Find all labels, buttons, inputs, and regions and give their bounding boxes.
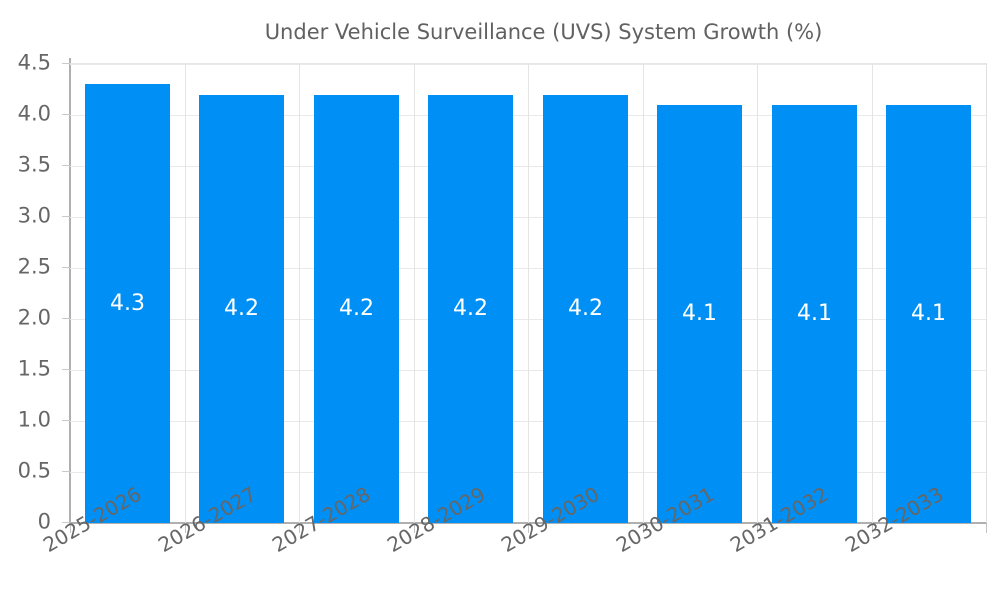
y-axis-tick-mark: [62, 114, 70, 115]
y-axis-tick-label: 1.5: [17, 356, 51, 381]
y-axis-tick-mark: [62, 522, 70, 523]
bar-value-label: 4.2: [453, 296, 488, 321]
bar-2030-2031[interactable]: 4.1: [657, 105, 742, 523]
legend-color-swatch: [178, 20, 248, 44]
bar-2025-2026[interactable]: 4.3: [85, 84, 170, 523]
y-axis-tick-label: 3.5: [17, 152, 51, 177]
x-axis-tick-mark: [70, 524, 71, 533]
x-axis-tick-mark: [414, 524, 415, 533]
bar-value-label: 4.2: [224, 296, 259, 321]
bar-value-label: 4.1: [911, 301, 946, 326]
vertical-gridline: [528, 64, 529, 523]
x-axis-tick-mark: [299, 524, 300, 533]
bar-2028-2029[interactable]: 4.2: [428, 95, 513, 523]
bar-2026-2027[interactable]: 4.2: [199, 95, 284, 523]
x-axis-tick-mark: [986, 524, 987, 533]
y-axis-tick-label: 1.0: [17, 407, 51, 432]
bar-2027-2028[interactable]: 4.2: [314, 95, 399, 523]
plot-area: 4.3 4.2 4.2 4.2 4.2 4.1 4.1 4.1: [70, 63, 987, 523]
vertical-gridline: [414, 64, 415, 523]
legend-item-label: Under Vehicle Surveillance (UVS) System …: [264, 19, 823, 44]
chart-legend: Under Vehicle Surveillance (UVS) System …: [0, 14, 1000, 50]
y-axis-tick-mark: [62, 318, 70, 319]
y-axis-tick-label: 0: [37, 509, 51, 534]
vertical-gridline: [872, 64, 873, 523]
bar-value-label: 4.1: [682, 301, 717, 326]
x-axis-tick-mark: [528, 524, 529, 533]
y-axis-tick-mark: [62, 216, 70, 217]
y-axis-spine: [69, 58, 71, 524]
y-axis-tick-label: 0.5: [17, 458, 51, 483]
y-axis-tick-mark: [62, 471, 70, 472]
x-axis-tick-mark: [872, 524, 873, 533]
vertical-gridline: [185, 64, 186, 523]
y-axis-tick-label: 2.5: [17, 254, 51, 279]
bar-2032-2033[interactable]: 4.1: [886, 105, 971, 523]
plot-inner: 4.3 4.2 4.2 4.2 4.2 4.1 4.1 4.1: [70, 64, 986, 523]
x-axis-tick-mark: [185, 524, 186, 533]
y-axis-tick-mark: [62, 369, 70, 370]
vertical-gridline: [757, 64, 758, 523]
y-axis-tick-label: 3.0: [17, 203, 51, 228]
x-axis-tick-mark: [643, 524, 644, 533]
bar-value-label: 4.1: [797, 301, 832, 326]
x-axis-tick-mark: [757, 524, 758, 533]
legend-item-uvs-growth[interactable]: Under Vehicle Surveillance (UVS) System …: [178, 20, 823, 44]
y-axis-tick-mark: [62, 420, 70, 421]
y-axis-tick-label: 4.5: [17, 50, 51, 75]
y-axis-tick-mark: [62, 267, 70, 268]
bar-2029-2030[interactable]: 4.2: [543, 95, 628, 523]
vertical-gridline: [299, 64, 300, 523]
x-axis-spine: [69, 522, 987, 524]
bar-value-label: 4.3: [110, 291, 145, 316]
bar-value-label: 4.2: [568, 296, 603, 321]
y-axis-tick-mark: [62, 165, 70, 166]
bar-2031-2032[interactable]: 4.1: [772, 105, 857, 523]
y-axis-tick-mark: [62, 63, 70, 64]
bar-value-label: 4.2: [339, 296, 374, 321]
y-axis-tick-label: 2.0: [17, 305, 51, 330]
vertical-gridline: [643, 64, 644, 523]
y-axis-tick-label: 4.0: [17, 101, 51, 126]
